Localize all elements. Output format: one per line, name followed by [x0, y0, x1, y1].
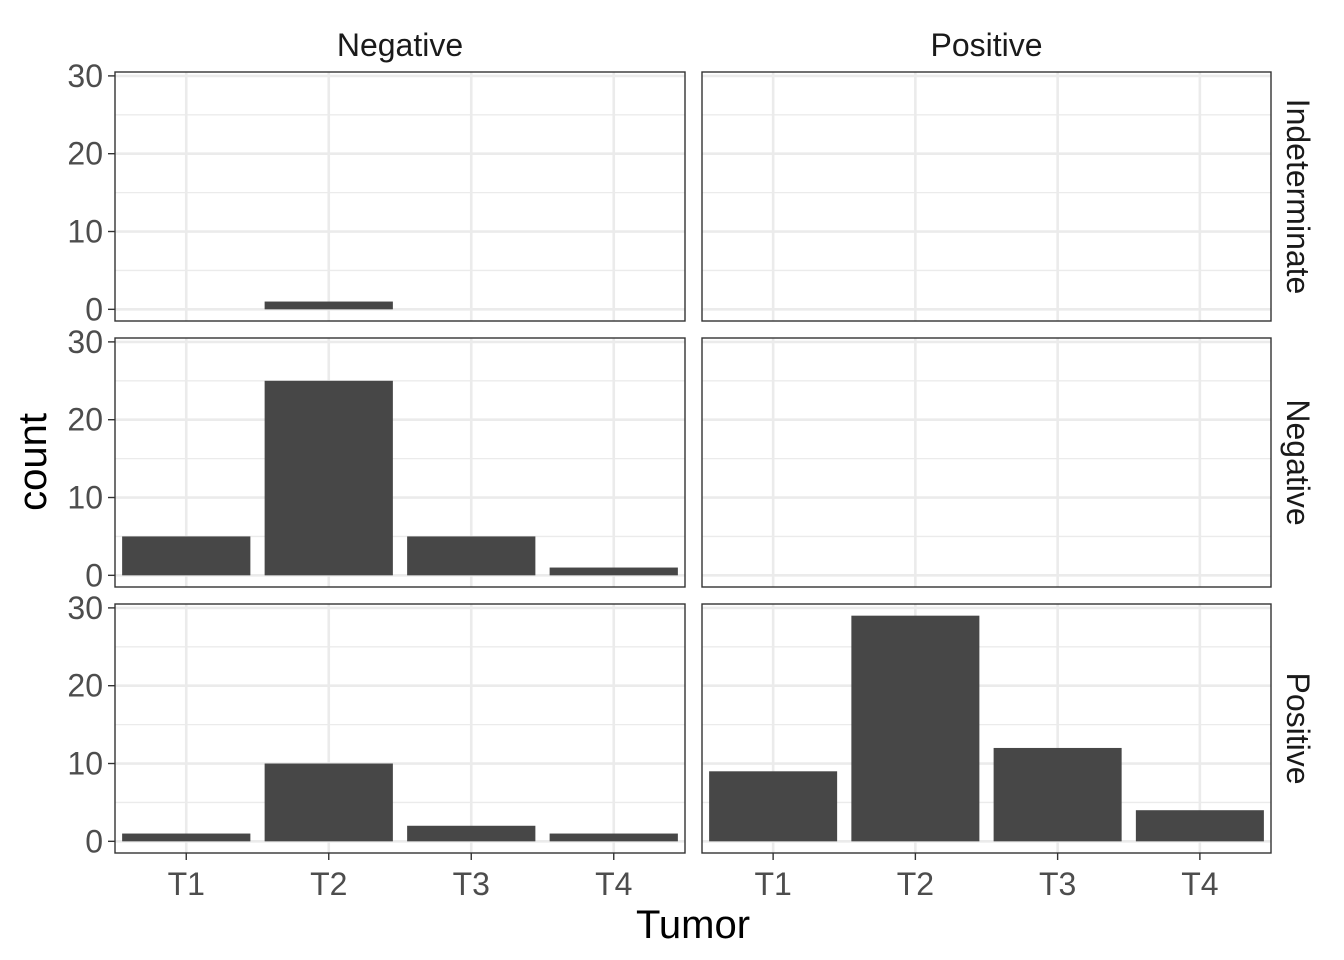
strip-row-positive: Positive	[1280, 672, 1316, 784]
bar-positive-positive-t4	[1135, 810, 1264, 842]
x-axis-title: Tumor	[636, 903, 750, 947]
x-tick-label-t2: T2	[897, 866, 934, 902]
bar-positive-negative-t2	[264, 763, 393, 842]
strip-row-indeterminate: Indeterminate	[1280, 99, 1316, 295]
x-tick-label-t2: T2	[310, 866, 347, 902]
panel-background	[115, 72, 685, 321]
bar-negative-negative-t3	[407, 536, 536, 576]
panel-indeterminate-negative	[114, 71, 686, 322]
y-tick-label: 10	[67, 480, 103, 516]
panel-background	[702, 72, 1271, 321]
y-tick-label: 20	[67, 668, 103, 704]
panel-negative-positive	[701, 337, 1272, 588]
panel-border	[114, 603, 686, 854]
bar-negative-negative-t1	[122, 536, 251, 576]
bar-positive-positive-t1	[709, 771, 838, 842]
bar-positive-negative-t1	[122, 833, 251, 842]
bar-negative-negative-t4	[549, 567, 678, 576]
x-tick-label-t3: T3	[453, 866, 490, 902]
y-tick-label: 0	[85, 291, 103, 327]
panel-border	[114, 337, 686, 588]
x-tick-label-t3: T3	[1039, 866, 1076, 902]
strip-row-negative: Negative	[1280, 399, 1316, 525]
bar-negative-negative-t2	[264, 380, 393, 576]
strip-col-positive: Positive	[930, 27, 1042, 63]
panels-layer	[114, 71, 1272, 854]
panel-positive-positive	[701, 603, 1272, 854]
y-tick-label: 30	[67, 324, 103, 360]
panel-negative-negative	[114, 337, 686, 588]
y-tick-label: 30	[67, 58, 103, 94]
bar-positive-positive-t3	[993, 747, 1122, 842]
y-tick-label: 0	[85, 823, 103, 859]
y-tick-label: 30	[67, 590, 103, 626]
strip-labels: Negative Positive Indeterminate Negative Pos…	[337, 27, 1316, 785]
y-tick-label: 10	[67, 214, 103, 250]
panel-border	[701, 337, 1272, 588]
y-tick-label: 0	[85, 557, 103, 593]
x-tick-label-t1: T1	[754, 866, 791, 902]
panel-background	[115, 604, 685, 853]
y-tick-label: 20	[67, 402, 103, 438]
bar-positive-positive-t2	[851, 615, 980, 842]
panel-border	[701, 603, 1272, 854]
y-tick-label: 10	[67, 746, 103, 782]
strip-col-negative: Negative	[337, 27, 463, 63]
bar-indeterminate-negative-t2	[264, 301, 393, 310]
x-axis-ticks: T1 T2 T3 T4 T1 T2 T3 T4	[168, 853, 1219, 902]
panel-border	[114, 71, 686, 322]
x-tick-label-t1: T1	[168, 866, 205, 902]
bar-positive-negative-t3	[407, 825, 536, 842]
x-tick-label-t4: T4	[595, 866, 632, 902]
bar-positive-negative-t4	[549, 833, 678, 842]
panel-background	[702, 338, 1271, 587]
panel-border	[701, 71, 1272, 322]
panel-indeterminate-positive	[701, 71, 1272, 322]
x-tick-label-t4: T4	[1181, 866, 1218, 902]
y-axis-title: count	[11, 413, 55, 511]
y-tick-label: 20	[67, 136, 103, 172]
panel-positive-negative	[114, 603, 686, 854]
